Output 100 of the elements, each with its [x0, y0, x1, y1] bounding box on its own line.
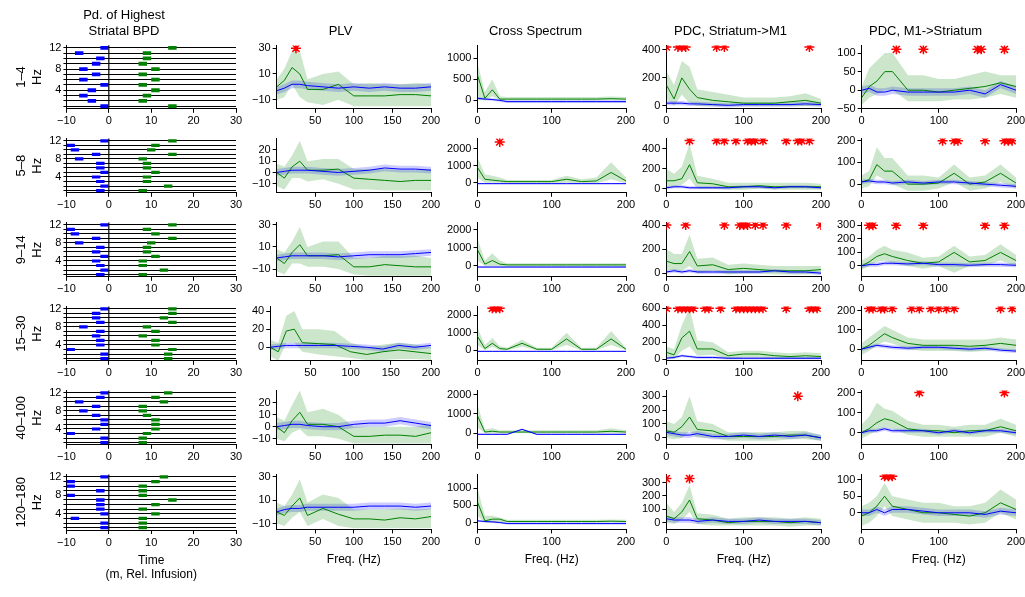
x-tick-label: 200 — [811, 114, 831, 127]
x-tick-label: 150 — [383, 282, 402, 295]
y-tick-label: 100 — [836, 405, 856, 418]
x-tick-label: 100 — [734, 366, 753, 379]
x-tick-label: 200 — [616, 450, 636, 463]
y-tick-label: 20 — [251, 322, 265, 335]
y-tick-label: 400 — [641, 218, 661, 231]
y-tick-label: 0 — [849, 505, 856, 518]
x-tick-label: 100 — [929, 198, 948, 211]
y-tick-label: −10 — [251, 92, 271, 105]
x-tick-label: 10 — [145, 114, 158, 127]
y-tick-label: 1000 — [446, 51, 472, 64]
y-tick-label: −10 — [251, 431, 271, 444]
x-tick-label: 30 — [229, 366, 243, 379]
x-tick-label: 20 — [187, 450, 200, 463]
y-tick-label: 4 — [55, 170, 62, 183]
y-tick-label: 200 — [641, 70, 661, 83]
x-tick-label: 0 — [858, 282, 865, 295]
y-tick-label: 8 — [55, 488, 62, 501]
y-tick-label: 0 — [465, 175, 472, 188]
y-tick-label: 50 — [843, 489, 856, 502]
x-tick-label: 100 — [344, 282, 364, 295]
y-axis-title: 40–100 Hz — [13, 396, 44, 440]
y-tick-label: 1000 — [446, 406, 472, 419]
y-tick-label: 0 — [654, 99, 661, 112]
y-tick-label: −10 — [251, 516, 271, 529]
y-tick-label: 0 — [849, 258, 856, 271]
y-axis-title: 1–4 Hz — [13, 66, 44, 88]
x-tick-label: 20 — [187, 366, 200, 379]
y-tick-label: 10 — [258, 239, 271, 252]
y-tick-label: 10 — [258, 154, 271, 167]
y-tick-label: 8 — [55, 235, 62, 248]
y-tick-label: 4 — [55, 338, 62, 351]
x-tick-label: 100 — [929, 535, 948, 548]
y-tick-label: 12 — [49, 217, 62, 230]
x-tick-label: 100 — [734, 198, 753, 211]
x-tick-label: 200 — [1006, 198, 1025, 211]
x-tick-label: 20 — [187, 198, 200, 211]
y-tick-label: −50 — [836, 101, 856, 114]
x-tick-label: 10 — [145, 535, 158, 548]
x-tick-label: 0 — [474, 366, 481, 379]
y-tick-label: 200 — [836, 133, 856, 146]
y-tick-label: 4 — [55, 83, 62, 96]
y-tick-label: 2000 — [446, 387, 472, 400]
y-tick-label: 100 — [641, 416, 661, 429]
x-tick-label: 30 — [229, 450, 243, 463]
y-tick-label: 20 — [258, 142, 271, 155]
y-tick-label: 12 — [49, 469, 62, 482]
x-tick-label: 0 — [663, 366, 670, 379]
x-tick-label: 10 — [145, 198, 158, 211]
x-tick-label: 0 — [474, 450, 481, 463]
x-tick-label: 0 — [474, 535, 481, 548]
y-tick-label: 1000 — [446, 481, 472, 494]
x-tick-label: 20 — [187, 282, 200, 295]
x-tick-label: 100 — [344, 198, 364, 211]
y-tick-label: 0 — [258, 340, 265, 353]
x-tick-label: 0 — [858, 198, 865, 211]
x-tick-label: 0 — [105, 198, 112, 211]
x-tick-label: 150 — [381, 366, 400, 379]
y-axis-title: 120–180 Hz — [13, 476, 44, 528]
y-tick-label: 200 — [836, 231, 856, 244]
y-tick-label: 500 — [453, 72, 472, 85]
y-tick-label: 0 — [654, 515, 661, 528]
x-tick-label: 100 — [929, 282, 948, 295]
x-tick-label: 0 — [105, 114, 112, 127]
y-tick-label: 12 — [49, 40, 62, 53]
x-tick-label: 0 — [858, 366, 865, 379]
x-tick-label: 200 — [616, 114, 636, 127]
x-tick-label: 100 — [929, 114, 949, 127]
y-tick-label: 2000 — [446, 222, 472, 235]
y-tick-label: 1000 — [446, 158, 472, 171]
x-tick-label: 0 — [858, 450, 865, 463]
y-tick-label: 200 — [641, 403, 661, 416]
x-tick-label: 50 — [309, 198, 322, 211]
y-tick-label: 0 — [465, 93, 472, 106]
x-tick-label: 100 — [734, 282, 753, 295]
x-tick-label: 0 — [858, 535, 865, 548]
y-tick-label: 12 — [49, 385, 62, 398]
y-tick-label: 8 — [55, 319, 62, 332]
x-tick-label: 100 — [344, 114, 364, 127]
y-axis-title: 9–14 Hz — [13, 235, 44, 265]
y-tick-label: 4 — [55, 506, 62, 519]
x-tick-label: 30 — [229, 535, 243, 548]
x-tick-label: 200 — [1006, 450, 1025, 463]
x-tick-label: 200 — [811, 535, 831, 548]
x-tick-label: 100 — [542, 198, 561, 211]
x-tick-label: 100 — [542, 450, 561, 463]
y-tick-label: 0 — [264, 419, 271, 432]
chart-title: PDC, M1->Striatum — [868, 23, 983, 39]
y-tick-label: 0 — [654, 430, 661, 443]
x-tick-label: 10 — [145, 282, 158, 295]
x-tick-label: 10 — [145, 366, 158, 379]
x-tick-label: 200 — [421, 535, 441, 548]
chart-title: PDC, Striatum->M1 — [673, 23, 788, 39]
y-tick-label: 4 — [55, 422, 62, 435]
x-tick-label: 100 — [542, 114, 561, 127]
y-tick-label: 0 — [654, 266, 661, 279]
x-tick-label: 100 — [734, 450, 753, 463]
y-tick-label: 100 — [836, 322, 856, 335]
x-axis-title: Freq. (Hz) — [326, 552, 381, 567]
